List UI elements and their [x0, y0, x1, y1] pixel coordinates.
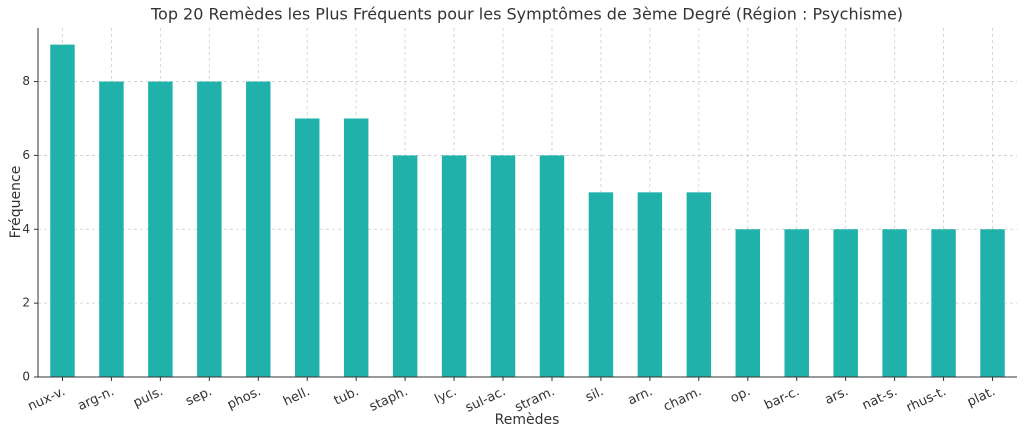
x-tick-label: tub.: [332, 384, 362, 408]
bar: [637, 192, 663, 377]
x-tick-label: arn.: [626, 384, 655, 408]
bar: [882, 229, 907, 377]
y-tick-label: 0: [22, 370, 30, 384]
bar: [931, 229, 956, 377]
bar: [392, 155, 418, 377]
bar: [490, 155, 516, 377]
bar: [148, 81, 173, 377]
x-tick-label: plat.: [965, 384, 998, 410]
x-tick-label: op.: [728, 384, 753, 406]
x-tick-label: rhus-t.: [904, 384, 949, 415]
y-tick-label: 2: [22, 296, 30, 310]
y-tick-label: 4: [22, 222, 30, 236]
x-tick-label: arg-n.: [75, 384, 116, 414]
y-tick-label: 6: [22, 148, 30, 162]
bar: [99, 81, 124, 377]
x-tick-label: hell.: [281, 384, 312, 409]
bar: [980, 229, 1005, 377]
bar: [50, 44, 75, 377]
x-axis-label: Remèdes: [495, 412, 560, 428]
bar: [735, 229, 761, 377]
bar: [343, 118, 369, 378]
y-axis-label: Fréquence: [8, 166, 24, 239]
x-tick-label: bar-c.: [762, 384, 802, 413]
x-tick-label: phos.: [225, 384, 263, 413]
x-tick-label: staph.: [367, 384, 410, 415]
bar: [441, 155, 467, 377]
x-tick-label: ars.: [823, 384, 851, 408]
bar: [246, 81, 271, 377]
x-tick-label: nux-v.: [26, 384, 68, 414]
bar: [539, 155, 565, 377]
x-tick-label: cham.: [661, 384, 704, 415]
bar: [294, 118, 320, 378]
x-tick-label: sil.: [583, 384, 606, 405]
bar: [588, 192, 614, 377]
bar: [784, 229, 809, 377]
x-tick-label: lyc.: [432, 384, 459, 407]
chart-title: Top 20 Remèdes les Plus Fréquents pour l…: [150, 5, 903, 24]
y-tick-label: 8: [22, 74, 30, 88]
bar: [686, 192, 712, 377]
x-tick-label: sep.: [184, 384, 215, 409]
x-tick-label: nat-s.: [860, 384, 900, 413]
x-tick-label: puls.: [131, 384, 165, 411]
x-tick-label: stram.: [513, 384, 557, 415]
bar: [833, 229, 858, 377]
bar: [197, 81, 222, 377]
